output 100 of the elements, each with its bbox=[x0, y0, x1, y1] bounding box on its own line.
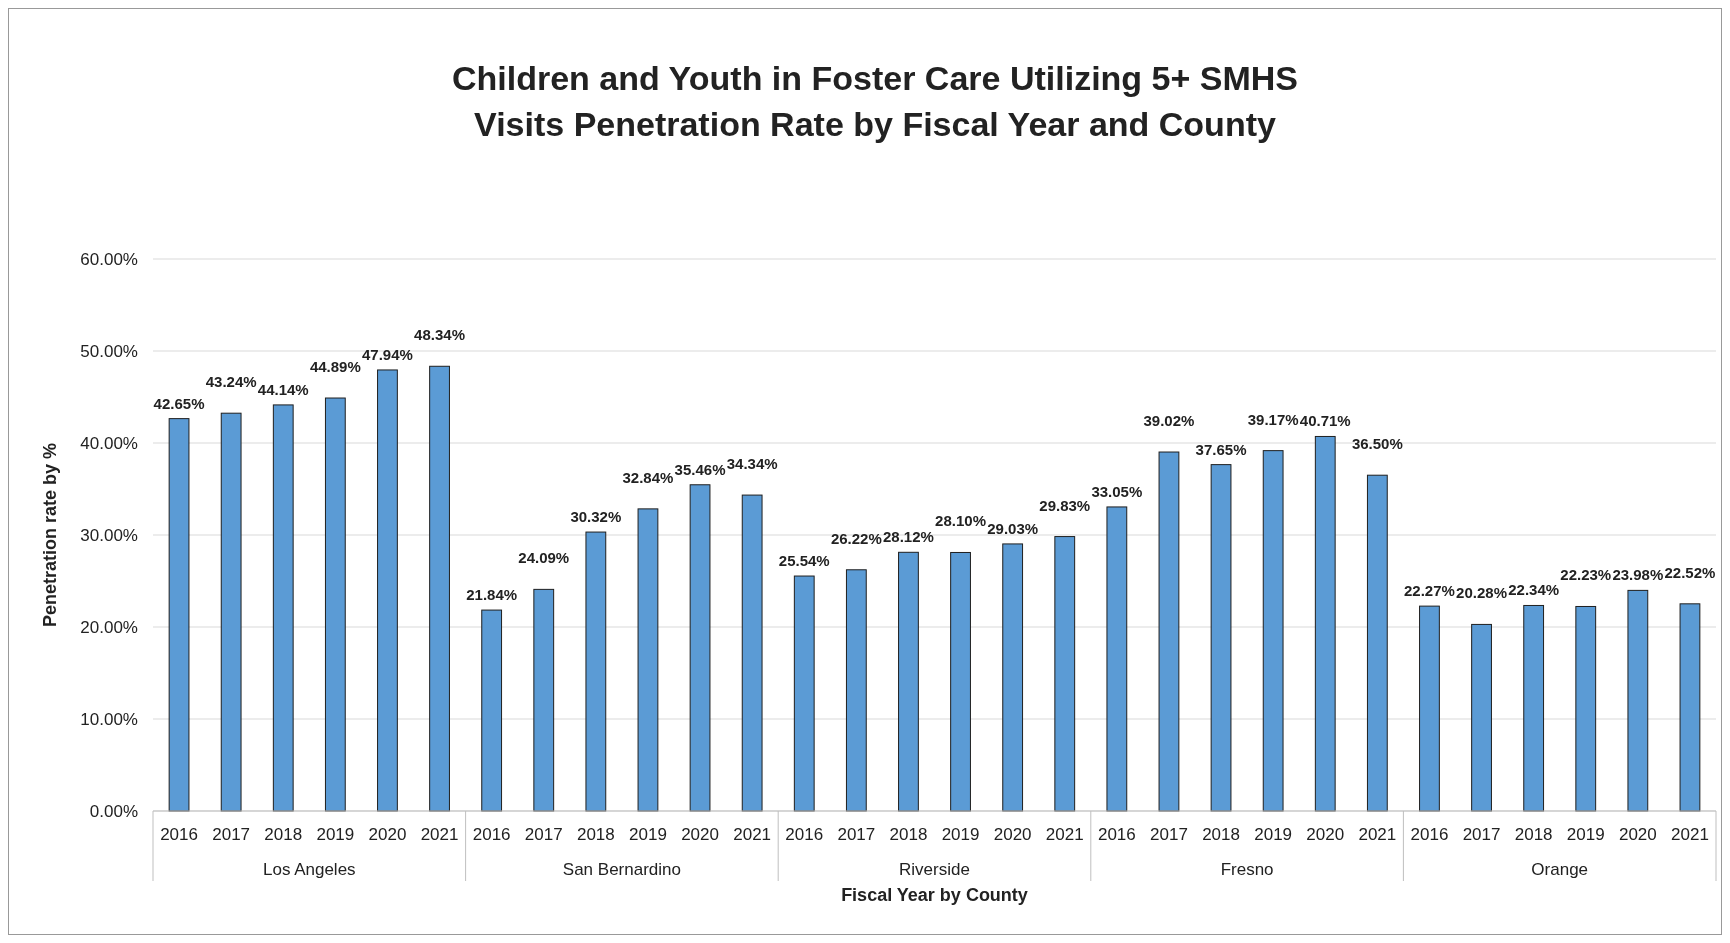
text: San Bernardino bbox=[562, 860, 681, 879]
bar bbox=[741, 494, 763, 812]
bar bbox=[1262, 450, 1284, 812]
data-label: 39.17% bbox=[1247, 410, 1299, 428]
text: Orange bbox=[1531, 860, 1589, 879]
bar bbox=[272, 404, 294, 812]
x-tick-label: 2019 bbox=[1566, 825, 1605, 844]
x-tick-label: 2020 bbox=[993, 825, 1032, 844]
y-tick-label: 60.00% bbox=[80, 250, 138, 269]
bar bbox=[533, 588, 555, 812]
bar bbox=[637, 508, 659, 812]
bar bbox=[1575, 605, 1597, 812]
x-tick-label: 2020 bbox=[1306, 825, 1345, 844]
bar bbox=[1002, 543, 1024, 812]
y-axis-title: Penetration rate by % bbox=[40, 442, 60, 628]
bar bbox=[1210, 464, 1232, 812]
data-label: 29.83% bbox=[1039, 496, 1091, 514]
x-tick-label: 2021 bbox=[1671, 825, 1709, 844]
bar bbox=[689, 484, 711, 812]
x-tick-label: 2016 bbox=[160, 825, 198, 844]
bar bbox=[324, 397, 346, 812]
x-tick-label: 2018 bbox=[1514, 825, 1553, 844]
bar bbox=[950, 551, 971, 812]
bar bbox=[1523, 604, 1545, 812]
bar bbox=[481, 609, 503, 812]
text: Riverside bbox=[899, 860, 970, 879]
x-tick-label: 2020 bbox=[368, 825, 407, 844]
x-tick-label: 2021 bbox=[1045, 825, 1084, 844]
x-tick-label: 2021 bbox=[733, 825, 772, 844]
bar bbox=[1627, 589, 1649, 812]
bar bbox=[377, 369, 398, 812]
bar bbox=[1054, 536, 1076, 812]
x-tick-label: 2020 bbox=[681, 825, 719, 844]
data-label: 42.65% bbox=[153, 394, 205, 412]
x-tick-label: 2017 bbox=[1150, 825, 1188, 844]
data-label: 28.12% bbox=[883, 528, 934, 546]
bar bbox=[220, 412, 242, 812]
data-label: 20.28% bbox=[1456, 584, 1507, 602]
x-tick-label: 2017 bbox=[1462, 825, 1501, 844]
bar bbox=[168, 418, 190, 812]
data-label: 40.71% bbox=[1299, 412, 1351, 430]
data-label: 30.32% bbox=[570, 508, 622, 526]
x-tick-label: 2018 bbox=[576, 825, 615, 844]
x-tick-label: 2016 bbox=[472, 825, 511, 844]
text: Fresno bbox=[1220, 860, 1274, 879]
data-label: 21.84% bbox=[466, 586, 518, 604]
x-tick-label: 2018 bbox=[264, 825, 303, 844]
x-tick-label: 2016 bbox=[785, 825, 824, 844]
y-tick-label: 10.00% bbox=[80, 710, 138, 729]
bar bbox=[429, 365, 450, 812]
data-label: 26.22% bbox=[830, 529, 882, 547]
bar bbox=[1314, 435, 1336, 812]
bar bbox=[1106, 506, 1128, 812]
data-label: 22.23% bbox=[1560, 566, 1612, 584]
data-label: 43.24% bbox=[205, 373, 257, 391]
data-label: 28.10% bbox=[935, 512, 986, 530]
x-axis-title: Fiscal Year by County bbox=[841, 885, 1028, 905]
data-label: 33.05% bbox=[1091, 482, 1143, 500]
data-label: 22.34% bbox=[1508, 581, 1560, 599]
bar bbox=[845, 569, 867, 812]
x-tick-label: 2017 bbox=[212, 825, 251, 844]
bar bbox=[1419, 605, 1440, 812]
data-label: 39.02% bbox=[1143, 412, 1195, 430]
data-label: 22.52% bbox=[1664, 563, 1716, 581]
bar bbox=[1679, 603, 1701, 812]
data-label: 35.46% bbox=[674, 460, 726, 478]
bar bbox=[898, 551, 919, 812]
chart-title: Children and Youth in Foster Care Utilizing 5+ SMHS Visits Penetration Rate by Fiscal Year and County bbox=[452, 59, 1298, 143]
x-tick-label: 2019 bbox=[941, 825, 980, 844]
data-label: 44.89% bbox=[309, 358, 361, 376]
x-tick-label: 2016 bbox=[1097, 825, 1136, 844]
x-tick-label: 2018 bbox=[889, 825, 928, 844]
x-tick-label: 2018 bbox=[1202, 825, 1240, 844]
data-label: 34.34% bbox=[726, 455, 778, 473]
x-tick-label: 2017 bbox=[837, 825, 876, 844]
x-tick-label: 2016 bbox=[1410, 825, 1449, 844]
x-tick-label: 2021 bbox=[1358, 825, 1397, 844]
bar bbox=[1158, 451, 1180, 812]
y-tick-label: 50.00% bbox=[80, 342, 138, 361]
x-tick-label: 2017 bbox=[524, 825, 563, 844]
data-label: 47.94% bbox=[362, 345, 413, 363]
data-label: 24.09% bbox=[518, 549, 570, 567]
text: Los Angeles bbox=[262, 860, 356, 879]
data-label: 32.84% bbox=[622, 468, 674, 486]
data-label: 25.54% bbox=[778, 552, 830, 570]
bar bbox=[585, 531, 607, 812]
data-label: 36.50% bbox=[1351, 435, 1403, 453]
data-label: 44.14% bbox=[257, 380, 309, 398]
y-tick-label: 0.00% bbox=[89, 802, 138, 821]
x-tick-label: 2019 bbox=[1254, 825, 1293, 844]
y-tick-label: 20.00% bbox=[80, 618, 138, 637]
x-tick-label: 2019 bbox=[316, 825, 355, 844]
y-tick-label: 30.00% bbox=[80, 526, 138, 545]
data-label: 22.27% bbox=[1404, 582, 1455, 600]
x-tick-label: 2020 bbox=[1618, 825, 1657, 844]
y-tick-label: 40.00% bbox=[80, 434, 138, 453]
bar bbox=[1366, 474, 1388, 812]
data-label: 23.98% bbox=[1612, 566, 1664, 584]
bar bbox=[793, 575, 815, 812]
x-tick-label: 2021 bbox=[420, 825, 459, 844]
